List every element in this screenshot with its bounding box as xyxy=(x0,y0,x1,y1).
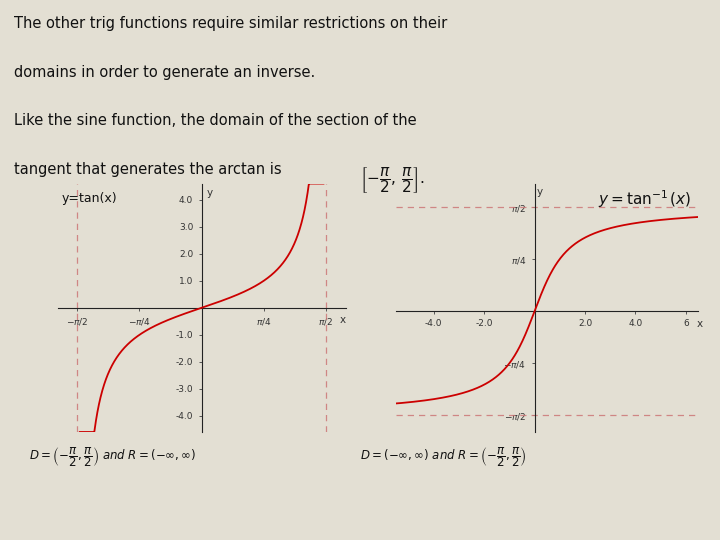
Text: $D = (-\infty,\infty)$ and $R = \left(-\dfrac{\pi}{2},\dfrac{\pi}{2}\right)$: $D = (-\infty,\infty)$ and $R = \left(-\… xyxy=(360,446,527,469)
Text: tangent that generates the arctan is: tangent that generates the arctan is xyxy=(14,162,282,177)
Text: y=tan(x): y=tan(x) xyxy=(61,192,117,205)
Text: $D = \left(-\dfrac{\pi}{2},\dfrac{\pi}{2}\right)$ and $R = (-\infty,\infty)$: $D = \left(-\dfrac{\pi}{2},\dfrac{\pi}{2… xyxy=(29,446,196,469)
Text: y: y xyxy=(207,187,212,198)
Text: domains in order to generate an inverse.: domains in order to generate an inverse. xyxy=(14,65,315,80)
Text: $y = \tan^{-1}(x)$: $y = \tan^{-1}(x)$ xyxy=(598,188,691,210)
Text: x: x xyxy=(340,315,346,326)
Text: Like the sine function, the domain of the section of the: Like the sine function, the domain of th… xyxy=(14,113,417,129)
Text: The other trig functions require similar restrictions on their: The other trig functions require similar… xyxy=(14,16,448,31)
Text: x: x xyxy=(696,319,703,329)
Text: $\left[-\dfrac{\pi}{2},\,\dfrac{\pi}{2}\right].$: $\left[-\dfrac{\pi}{2},\,\dfrac{\pi}{2}\… xyxy=(360,165,425,195)
Text: y: y xyxy=(537,187,544,197)
